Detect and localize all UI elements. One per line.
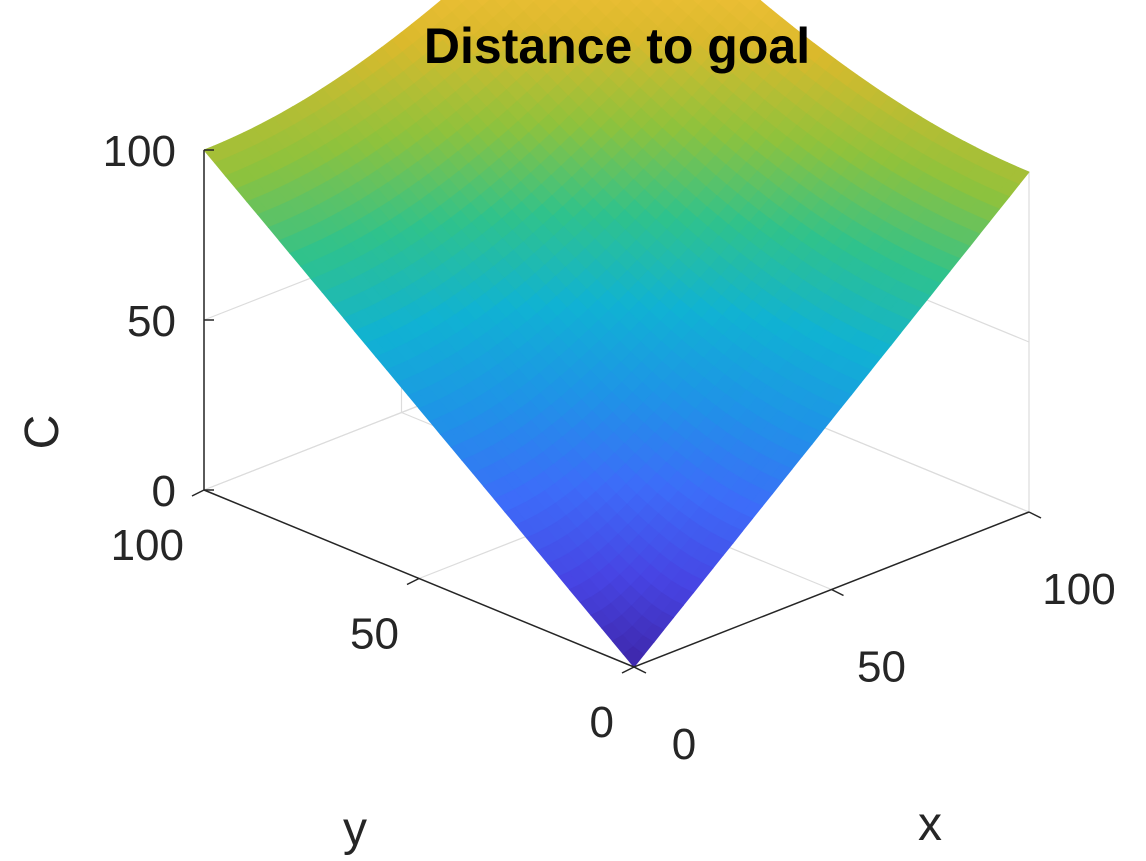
y-tick-mark	[191, 489, 205, 497]
axis-layer: 0 50 100 0 50 100 0 50 100	[103, 127, 1116, 769]
surface-cell	[691, 0, 704, 6]
z-tick-label: 50	[127, 297, 176, 346]
surface-cell	[457, 0, 467, 5]
surface-layer	[203, 0, 1030, 668]
z-tick-label: 100	[103, 127, 176, 176]
x-tick-label: 0	[672, 720, 696, 769]
surface-cell	[549, 0, 559, 5]
y-tick-label: 100	[111, 521, 184, 570]
surface-cell	[670, 0, 685, 7]
y-tick-mark	[621, 666, 635, 674]
surface-cell	[568, 0, 581, 6]
z-axis-label: C	[16, 415, 69, 450]
y-tick-label: 0	[590, 698, 614, 747]
y-axis-label: y	[343, 803, 367, 856]
x-tick-mark	[831, 588, 844, 597]
z-tick-label: 0	[152, 467, 176, 516]
x-tick-label: 100	[1042, 565, 1115, 614]
x-tick-mark	[633, 666, 647, 674]
surface-cell	[713, 0, 724, 5]
y-tick-label: 50	[350, 610, 399, 659]
surface-cell	[622, 646, 645, 668]
y-tick-mark	[406, 577, 420, 586]
x-axis-label: x	[918, 798, 942, 851]
chart-title: Distance to goal	[424, 18, 810, 74]
x-tick-mark	[1028, 511, 1042, 519]
surface-cell	[588, 0, 603, 7]
x-tick-label: 50	[857, 643, 906, 692]
